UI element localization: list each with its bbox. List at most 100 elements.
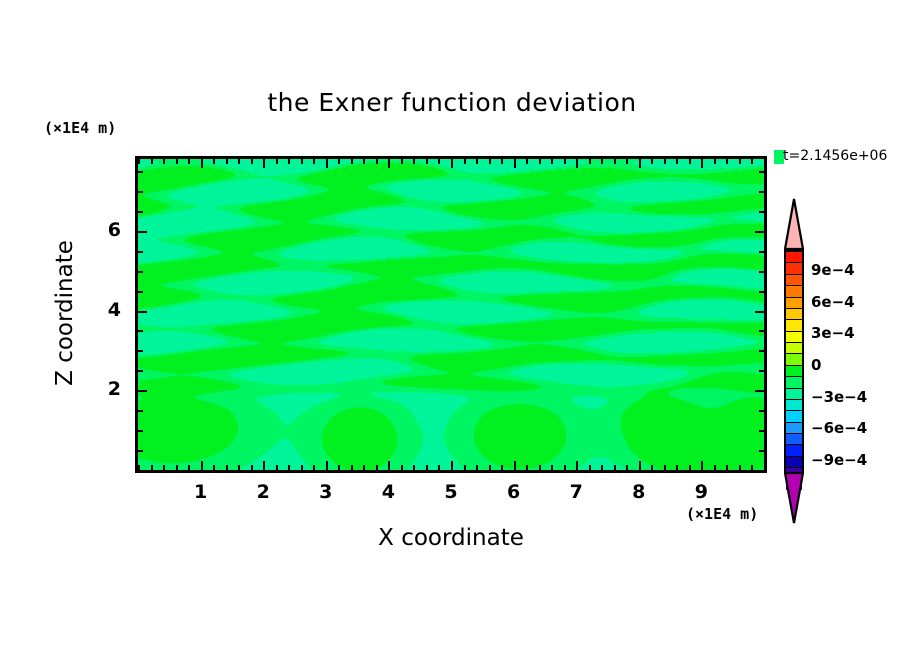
- axis-tick: [538, 159, 541, 164]
- axis-tick: [350, 159, 353, 164]
- axis-tick: [275, 465, 278, 470]
- axis-tick: [759, 250, 764, 253]
- time-annotation: t=2.1456e+06: [783, 148, 888, 164]
- axis-tick: [759, 190, 764, 193]
- colorbar-band: [786, 274, 802, 287]
- axis-tick: [138, 310, 147, 313]
- axis-tick: [300, 159, 303, 164]
- axis-tick: [138, 410, 143, 413]
- x-axis-tick-label: 3: [319, 481, 333, 503]
- axis-tick: [726, 159, 729, 164]
- axis-tick: [738, 465, 741, 470]
- axis-tick: [755, 390, 764, 393]
- y-axis-title: Z coordinate: [52, 240, 78, 386]
- x-axis-tick-label: 6: [506, 481, 521, 503]
- axis-tick: [238, 159, 241, 164]
- colorbar-band: [786, 286, 802, 298]
- axis-tick: [138, 390, 147, 393]
- axis-tick: [601, 159, 604, 164]
- colorbar-band: [786, 331, 802, 343]
- axis-tick: [138, 250, 143, 253]
- axis-tick: [663, 465, 666, 470]
- colorbar-band: [786, 343, 802, 355]
- axis-tick: [726, 465, 729, 470]
- axis-tick: [325, 159, 328, 168]
- axis-tick: [363, 159, 366, 164]
- axis-tick: [213, 465, 216, 470]
- axis-tick: [713, 465, 716, 470]
- axis-tick: [759, 270, 764, 273]
- axis-tick: [588, 159, 591, 164]
- colorbar-band: [786, 377, 802, 389]
- axis-tick: [213, 159, 216, 164]
- axis-tick: [688, 159, 691, 164]
- axis-tick: [225, 465, 228, 470]
- axis-tick: [338, 159, 341, 164]
- axis-tick: [538, 465, 541, 470]
- axis-tick: [451, 159, 453, 168]
- colorbar-band: [786, 434, 802, 446]
- axis-tick: [713, 159, 716, 164]
- axis-tick: [363, 465, 366, 470]
- colorbar-tick-label: 3e−4: [811, 324, 855, 343]
- axis-tick: [501, 465, 504, 470]
- axis-tick: [463, 159, 466, 164]
- axis-tick: [413, 465, 416, 470]
- colorbar-under-arrow-icon: [784, 472, 804, 524]
- colorbar-band: [786, 308, 802, 321]
- x-axis-tick-label: 7: [569, 481, 583, 503]
- time-color-swatch: [774, 150, 784, 164]
- axis-tick: [501, 159, 504, 164]
- axis-tick: [613, 159, 616, 164]
- colorbar-band: [786, 456, 802, 469]
- axis-tick: [764, 159, 766, 164]
- axis-tick: [513, 159, 516, 168]
- y-axis-tick-label: 2: [107, 378, 121, 401]
- colorbar-bands: [784, 250, 804, 490]
- axis-tick: [388, 159, 391, 168]
- axis-tick: [676, 465, 679, 470]
- axis-tick: [150, 159, 153, 164]
- axis-tick: [551, 465, 554, 470]
- axis-tick: [651, 465, 654, 470]
- colorbar-tick-label: −6e−4: [811, 419, 868, 438]
- axis-tick: [759, 210, 764, 213]
- axis-tick: [238, 465, 241, 470]
- axis-tick: [701, 159, 704, 168]
- axis-tick: [263, 461, 266, 470]
- axis-tick: [755, 230, 764, 233]
- axis-tick: [275, 159, 278, 164]
- axis-tick: [663, 159, 666, 164]
- axis-tick: [138, 450, 143, 453]
- axis-tick: [288, 465, 291, 470]
- axis-tick: [188, 159, 191, 164]
- axis-tick: [601, 465, 604, 470]
- axis-tick: [759, 330, 764, 333]
- axis-tick: [688, 465, 691, 470]
- axis-tick: [438, 159, 441, 164]
- axis-tick: [576, 461, 579, 470]
- axis-tick: [138, 159, 140, 164]
- axis-tick: [138, 230, 147, 233]
- colorbar-tick-label: −9e−4: [811, 451, 868, 470]
- axis-tick: [738, 159, 741, 164]
- axis-tick: [476, 465, 479, 470]
- colorbar-band: [786, 399, 802, 412]
- axis-tick: [759, 430, 764, 433]
- axis-tick: [513, 461, 516, 470]
- axis-tick: [338, 465, 341, 470]
- axis-tick: [138, 330, 143, 333]
- colorbar-band: [786, 320, 802, 332]
- axis-tick: [551, 159, 554, 164]
- axis-tick: [300, 465, 303, 470]
- axis-tick: [759, 470, 764, 472]
- axis-tick: [759, 370, 764, 373]
- y-axis-tick-label: 4: [107, 298, 121, 321]
- x-axis-tick-label: 8: [632, 481, 646, 503]
- axis-tick: [488, 159, 491, 164]
- contour-field: [138, 159, 764, 470]
- axis-tick: [263, 159, 266, 168]
- y-axis-tick-label: 6: [107, 218, 121, 241]
- axis-tick: [755, 310, 764, 313]
- axis-tick: [651, 159, 654, 164]
